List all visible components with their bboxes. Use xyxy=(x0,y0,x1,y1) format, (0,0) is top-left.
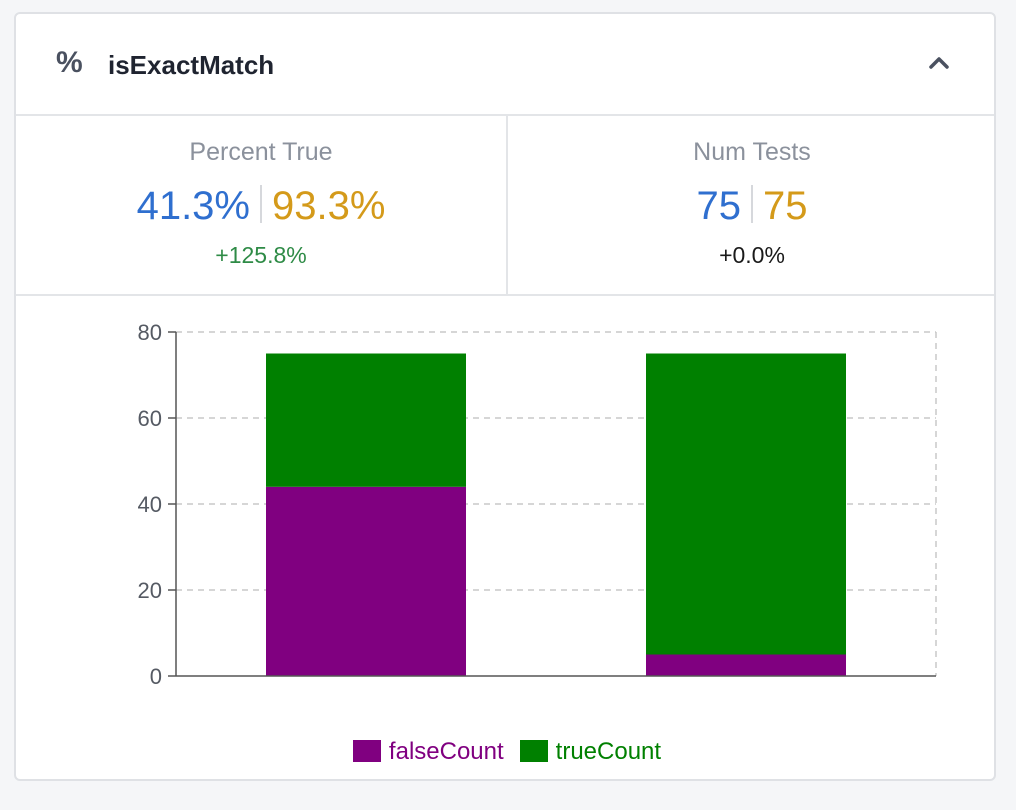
stat-values: 41.3% 93.3% xyxy=(16,182,506,230)
chart-svg: 0 20 40 60 80 xyxy=(138,320,937,689)
stat-delta: +125.8% xyxy=(215,242,307,268)
stat-label: Num Tests xyxy=(693,138,811,166)
y-tick-label: 0 xyxy=(150,664,162,689)
stacked-bar-chart: 0 20 40 60 80 falseCount trueCount xyxy=(16,296,998,781)
bar-falseCount xyxy=(266,486,466,676)
percent-icon: % xyxy=(56,46,83,79)
stat-value-a: 41.3% xyxy=(136,184,250,228)
y-tick-label: 20 xyxy=(138,578,162,603)
stat-value-a: 75 xyxy=(696,184,742,228)
y-tick-label: 60 xyxy=(138,406,162,431)
stat-delta: +0.0% xyxy=(719,242,785,268)
legend-item-falseCount[interactable]: falseCount xyxy=(352,738,504,766)
bar-trueCount xyxy=(266,353,466,487)
chevron-up-icon[interactable] xyxy=(924,48,954,78)
legend-item-trueCount[interactable]: trueCount xyxy=(519,738,662,766)
stat-label: Percent True xyxy=(189,138,333,166)
card-title: isExactMatch xyxy=(108,50,275,80)
stat-num-tests: Num Tests 75 75 +0.0% xyxy=(508,114,996,294)
legend-swatch xyxy=(519,740,548,762)
value-divider xyxy=(751,185,753,223)
stats-row: Percent True 41.3% 93.3% +125.8% Num Test… xyxy=(16,114,994,296)
y-tick-label: 80 xyxy=(138,320,162,345)
metric-card: % isExactMatch Percent True 41.3% 93.3% +… xyxy=(14,12,996,781)
stat-value-b: 75 xyxy=(763,184,808,228)
legend-label: falseCount xyxy=(388,738,504,765)
stat-percent-true: Percent True 41.3% 93.3% +125.8% xyxy=(16,114,508,294)
stat-values: 75 75 xyxy=(508,182,996,230)
stat-value-b: 93.3% xyxy=(272,184,386,228)
legend-label: trueCount xyxy=(555,738,662,765)
y-tick-label: 40 xyxy=(138,492,162,517)
legend-swatch xyxy=(352,740,381,762)
card-header: % isExactMatch xyxy=(16,14,994,116)
bar-falseCount xyxy=(646,654,846,676)
chart-legend: falseCount trueCount xyxy=(16,738,998,766)
value-divider xyxy=(260,185,262,223)
bar-trueCount xyxy=(646,353,846,655)
